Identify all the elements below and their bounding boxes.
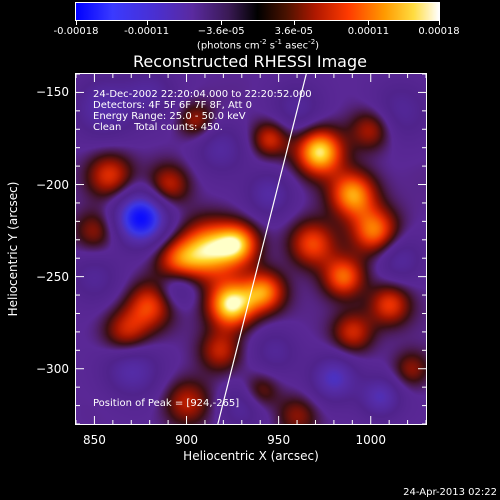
heatmap-image xyxy=(76,74,426,424)
colorbar-tick-label: 0.00011 xyxy=(347,26,390,37)
plot-area: 24-Dec-2002 22:20:04.000 to 22:20:52.000… xyxy=(75,73,427,425)
colorbar-tick xyxy=(146,21,148,25)
solar-limb-line xyxy=(217,74,307,424)
annotation-time: 24-Dec-2002 22:20:04.000 to 22:20:52.000 xyxy=(93,89,312,100)
annotation-energy: Energy Range: 25.0 - 50.0 keV xyxy=(93,111,246,122)
colorbar-tick xyxy=(76,21,77,25)
x-tick-label: 1000 xyxy=(355,433,387,447)
y-axis-label: Heliocentric Y (arcsec) xyxy=(6,181,20,317)
colorbar-tick-label: 3.6e-05 xyxy=(274,26,313,37)
colorbar-tick-label: 0.00018 xyxy=(418,26,460,37)
y-tick-label: −200 xyxy=(36,177,69,192)
x-tick-label: 950 xyxy=(267,433,291,447)
x-tick-label: 850 xyxy=(82,433,106,447)
colorbar-tick xyxy=(439,21,440,25)
y-tick-label: −300 xyxy=(36,361,69,376)
colorbar-tick xyxy=(368,21,370,25)
colorbar-tick xyxy=(221,21,223,25)
annotation-clean: Clean Total counts: 450. xyxy=(93,122,223,133)
x-axis-label: Heliocentric X (arcsec) xyxy=(183,449,319,463)
y-tick-label: −150 xyxy=(36,85,69,100)
colorbar xyxy=(75,2,440,21)
footer-date: 24-Apr-2013 02:22 xyxy=(403,487,497,498)
colorbar-units: (photons cm-2 s-1 asec-2) xyxy=(196,38,320,52)
colorbar-tick-label: -0.00011 xyxy=(124,26,170,37)
chart-title: Reconstructed RHESSI Image xyxy=(133,52,367,71)
annotation-peak: Position of Peak = [924,-265] xyxy=(93,398,240,409)
colorbar-tick-label: -0.00018 xyxy=(53,26,99,37)
colorbar-tick xyxy=(293,21,295,25)
colorbar-tick-label: −3.6e-05 xyxy=(197,26,245,37)
plot-overlay xyxy=(217,74,307,424)
x-tick-label: 900 xyxy=(175,433,198,447)
annotation-detectors: Detectors: 4F 5F 6F 7F 8F, Att 0 xyxy=(93,100,253,111)
y-tick-label: −250 xyxy=(36,269,69,284)
